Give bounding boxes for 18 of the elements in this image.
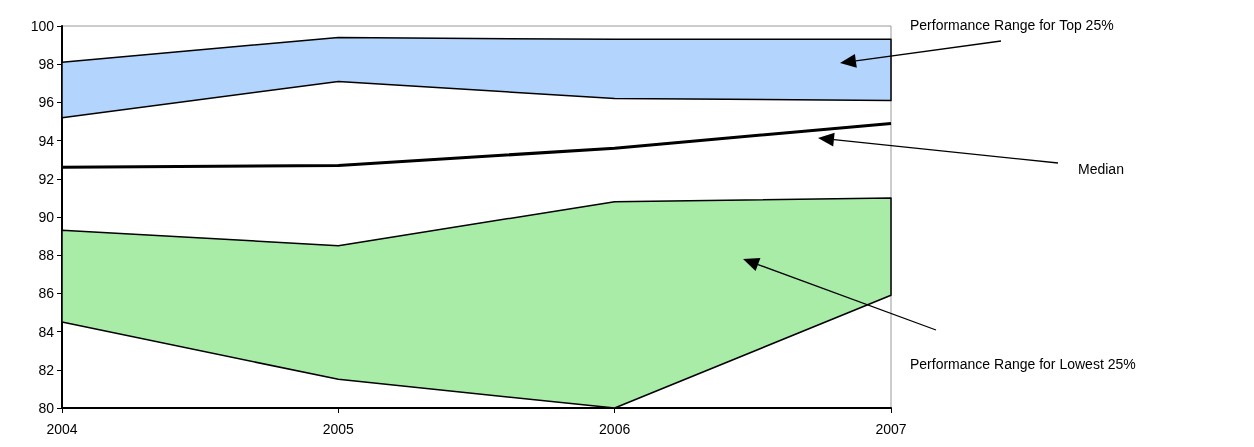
- y-tick-label: 88: [38, 247, 55, 264]
- text: Performance Range for Top 25%: [910, 17, 1114, 33]
- y-tick-label: 90: [38, 209, 55, 225]
- text: Median: [1078, 161, 1124, 177]
- x-tick-label: 2007: [875, 421, 907, 437]
- x-tick-label: 2004: [46, 421, 78, 437]
- y-tick-label: 96: [38, 94, 55, 111]
- y-tick-label: 94: [38, 132, 55, 149]
- y-tick-label: 86: [38, 285, 55, 302]
- y-tick-label: 100: [30, 18, 55, 34]
- y-tick-label: 82: [38, 361, 55, 378]
- text: Performance Range for Lowest 25%: [910, 356, 1136, 372]
- y-tick-label: 84: [38, 323, 55, 340]
- x-tick-label: 2006: [599, 421, 631, 437]
- y-tick-label: 80: [38, 400, 55, 416]
- y-tick-label: 92: [38, 170, 55, 187]
- x-tick-label: 2005: [322, 421, 355, 437]
- y-tick-label: 98: [38, 56, 55, 73]
